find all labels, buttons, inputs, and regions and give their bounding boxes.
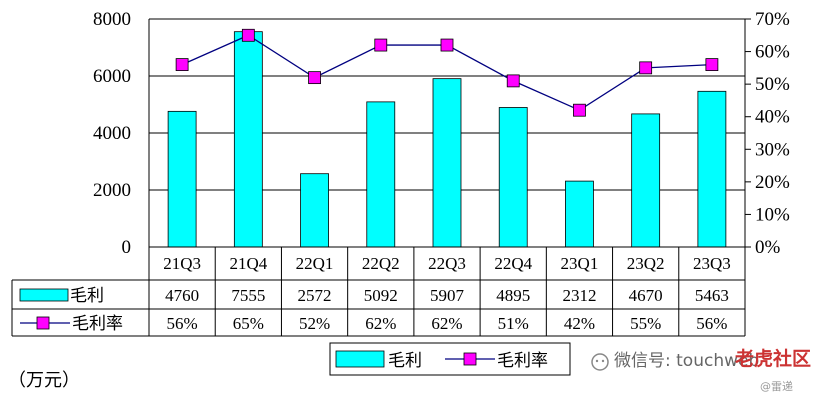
- rate-value-cell: 51%: [498, 314, 529, 333]
- line-point: [573, 103, 586, 117]
- bar-value-cell: 4760: [165, 286, 199, 305]
- right-tick-label: 60%: [755, 42, 790, 63]
- bar: [498, 107, 528, 248]
- line-point: [308, 71, 321, 85]
- line-point: [374, 38, 388, 52]
- left-tick-label: 4000: [93, 123, 131, 144]
- bar: [631, 113, 661, 248]
- legend-key-marker: [463, 352, 477, 366]
- bar-value-cell: 2312: [562, 286, 596, 305]
- bar: [697, 90, 727, 248]
- category-label: 22Q4: [494, 254, 532, 273]
- rate-value-cell: 56%: [696, 314, 727, 333]
- row-key-bar: [19, 288, 69, 302]
- category-label: 22Q1: [296, 254, 334, 273]
- data-table: 21Q3 4760 56% 21Q4 7555 65% 22Q1 2572 52% 22Q2 509…: [11, 246, 746, 337]
- right-axis-ticks: 0% 10% 20% 30% 40% 50% 60% 70%: [745, 9, 790, 258]
- line-point: [440, 38, 454, 52]
- category-label: 22Q3: [428, 254, 466, 273]
- legend-key-bar: [335, 350, 385, 368]
- line-point: [175, 58, 189, 71]
- rate-value-cell: 42%: [564, 314, 595, 333]
- row-header-bar: 毛利: [70, 286, 104, 306]
- bar: [366, 101, 396, 248]
- rate-value-cell: 65%: [233, 314, 264, 333]
- bar-series: [167, 31, 727, 248]
- bar: [432, 78, 462, 248]
- line-point: [705, 58, 719, 71]
- left-tick-label: 0: [122, 237, 132, 258]
- watermark-text: 微信号: touchweb: [614, 351, 760, 371]
- bar-value-cell: 5092: [364, 286, 398, 305]
- right-tick-label: 0%: [755, 237, 781, 258]
- legend-label-line: 毛利率: [497, 351, 548, 371]
- category-label: 23Q1: [561, 254, 599, 273]
- bar-value-cell: 4895: [496, 286, 530, 305]
- watermark-brand: 老虎社区: [735, 348, 812, 370]
- category-label: 21Q4: [229, 254, 267, 273]
- wechat-icon: [591, 353, 609, 371]
- bar-value-cell: 4670: [629, 286, 663, 305]
- line-series: [175, 28, 719, 117]
- legend: 毛利 毛利率: [329, 342, 571, 376]
- category-label: 23Q3: [693, 254, 731, 273]
- row-header-line: 毛利率: [72, 314, 123, 334]
- bar-value-cell: 5907: [430, 286, 465, 305]
- right-tick-label: 50%: [755, 74, 790, 95]
- watermark-sub: @雷递: [760, 380, 793, 393]
- line-point: [241, 28, 255, 42]
- row-key-marker: [36, 316, 50, 330]
- bar: [565, 180, 594, 248]
- category-label: 22Q2: [362, 254, 400, 273]
- right-tick-label: 70%: [755, 9, 790, 30]
- legend-label-bar: 毛利: [388, 351, 422, 371]
- rate-value-cell: 62%: [365, 314, 396, 333]
- line-point: [639, 61, 653, 75]
- rate-value-cell: 56%: [167, 314, 198, 333]
- bar-value-cell: 5463: [695, 286, 729, 305]
- bar: [300, 173, 329, 248]
- bar: [167, 110, 197, 248]
- line-point: [506, 74, 520, 88]
- rate-value-cell: 55%: [630, 314, 661, 333]
- left-tick-label: 6000: [93, 66, 131, 87]
- bar-value-cell: 2572: [298, 286, 332, 305]
- right-tick-label: 10%: [755, 204, 790, 225]
- bar: [233, 31, 263, 248]
- bar-value-cell: 7555: [231, 286, 265, 305]
- right-tick-label: 40%: [755, 107, 790, 128]
- left-tick-label: 2000: [93, 180, 131, 201]
- left-axis-ticks: 0 2000 4000 6000 8000: [93, 9, 131, 258]
- right-tick-label: 30%: [755, 139, 790, 160]
- unit-label: （万元）: [8, 370, 80, 391]
- rate-value-cell: 62%: [431, 314, 462, 333]
- rate-value-cell: 52%: [299, 314, 330, 333]
- category-label: 21Q3: [163, 254, 201, 273]
- left-tick-label: 8000: [93, 9, 131, 30]
- right-tick-label: 20%: [755, 172, 790, 193]
- category-label: 23Q2: [627, 254, 665, 273]
